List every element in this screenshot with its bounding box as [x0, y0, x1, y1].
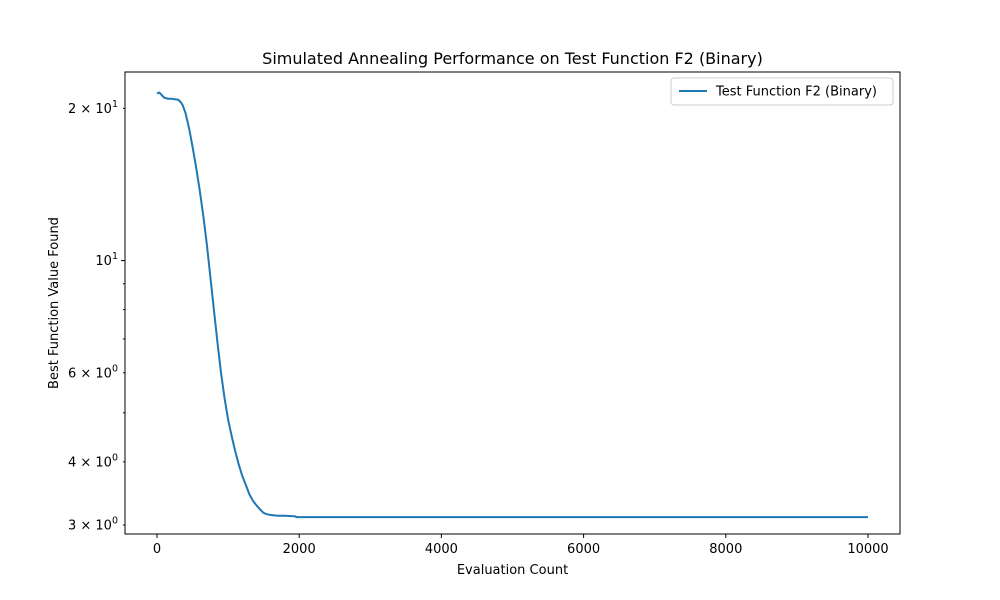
y-tick-label: 6 × 100 [68, 363, 118, 381]
legend: Test Function F2 (Binary) [670, 77, 894, 106]
y-tick-label: 2 × 101 [68, 99, 118, 117]
plot-area [125, 72, 900, 534]
x-axis-label: Evaluation Count [457, 563, 568, 578]
legend-label: Test Function F2 (Binary) [715, 85, 877, 100]
y-tick-label: 3 × 100 [68, 516, 118, 534]
x-axis-ticks: 0 2000 4000 6000 8000 10000 [153, 534, 889, 557]
y-axis-label: Best Function Value Found [47, 217, 62, 389]
x-tick-label: 6000 [567, 542, 600, 557]
chart-title: Simulated Annealing Performance on Test … [262, 49, 763, 68]
x-tick-label: 2000 [283, 542, 316, 557]
y-tick-label: 4 × 100 [68, 452, 118, 470]
x-tick-label: 0 [153, 542, 161, 557]
x-tick-label: 4000 [425, 542, 458, 557]
series-layer [156, 91, 868, 519]
legend-box [670, 77, 894, 106]
series-line-0 [156, 91, 868, 519]
plot-frame [124, 71, 901, 535]
x-tick-label: 10000 [847, 542, 888, 557]
y-axis-ticks: 101 3 × 100 4 × 100 6 × 100 2 × 101 [68, 99, 125, 534]
y-tick-label: 101 [95, 251, 118, 269]
x-tick-label: 8000 [709, 542, 742, 557]
